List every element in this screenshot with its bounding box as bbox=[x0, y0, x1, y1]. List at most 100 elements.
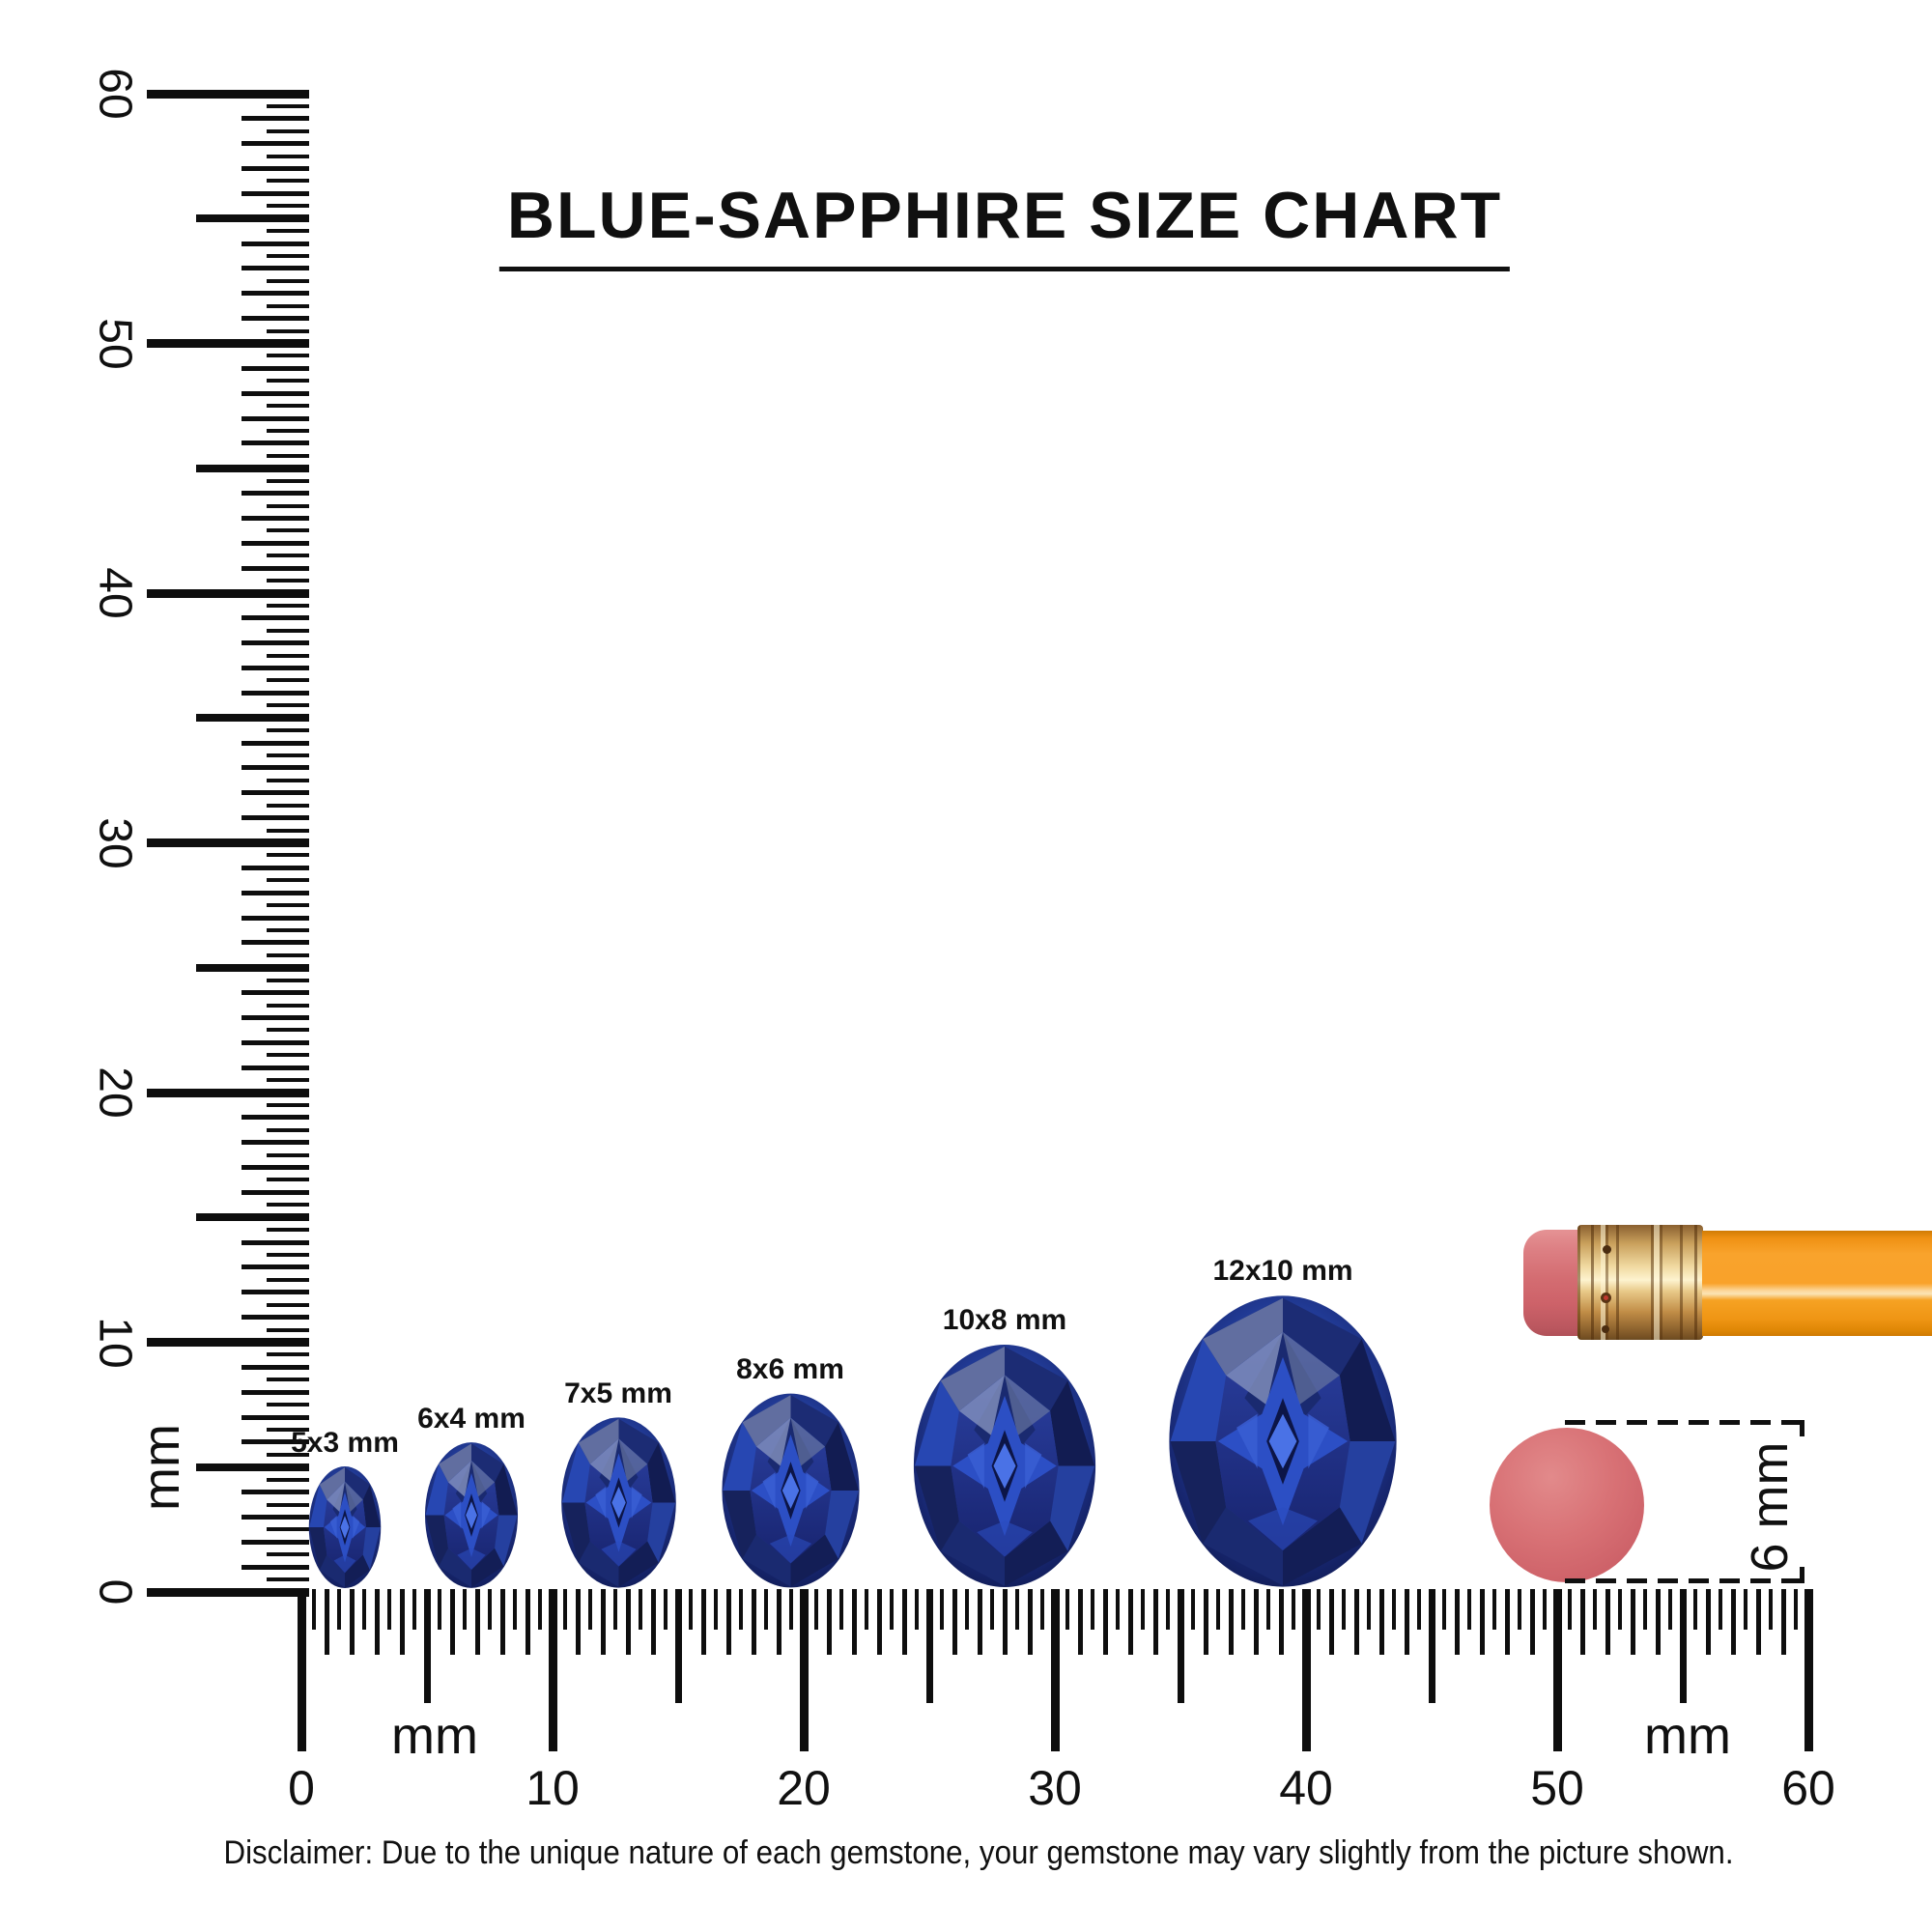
ruler-tick bbox=[267, 1452, 309, 1457]
ruler-tick bbox=[267, 1502, 309, 1507]
ruler-tick bbox=[1679, 1589, 1687, 1703]
ruler-tick bbox=[1794, 1589, 1798, 1630]
ruler-tick bbox=[1216, 1589, 1220, 1630]
dimension-end-tick bbox=[1800, 1567, 1804, 1583]
ruler-tick bbox=[1241, 1589, 1245, 1630]
sapphire-oval-icon bbox=[424, 1442, 519, 1588]
ruler-tick bbox=[242, 1564, 309, 1570]
ruler-tick bbox=[1392, 1589, 1396, 1630]
ruler-tick bbox=[147, 1587, 309, 1597]
ferrule-rivet-dot-icon bbox=[1604, 1295, 1608, 1300]
eraser-end-circle bbox=[1490, 1428, 1644, 1582]
ruler-tick bbox=[1177, 1589, 1184, 1703]
ruler-tick bbox=[242, 666, 309, 671]
ruler-tick bbox=[1228, 1589, 1234, 1655]
ruler-tick bbox=[242, 1389, 309, 1395]
ruler-tick bbox=[1152, 1589, 1158, 1655]
ruler-tick bbox=[1127, 1589, 1133, 1655]
ruler-tick bbox=[196, 963, 309, 972]
ruler-tick bbox=[242, 1315, 309, 1321]
ruler-tick bbox=[267, 1102, 309, 1107]
ruler-tick bbox=[196, 714, 309, 723]
ruler-tick bbox=[1278, 1589, 1284, 1655]
ruler-tick bbox=[1428, 1589, 1435, 1703]
ruler-tick bbox=[1630, 1589, 1635, 1655]
horizontal-ruler-number: 30 bbox=[1028, 1761, 1082, 1815]
vertical-ruler-number: 20 bbox=[89, 1066, 141, 1119]
ruler-tick bbox=[196, 1463, 309, 1471]
sapphire-gem-12x10mm bbox=[1167, 1293, 1399, 1589]
sapphire-oval-icon bbox=[308, 1465, 382, 1589]
ruler-tick bbox=[267, 1527, 309, 1532]
ruler-tick bbox=[362, 1589, 366, 1630]
ruler-tick bbox=[563, 1589, 567, 1630]
horizontal-ruler-number: 60 bbox=[1781, 1761, 1835, 1815]
ruler-tick bbox=[242, 540, 309, 546]
ruler-tick bbox=[267, 1028, 309, 1033]
ruler-tick bbox=[1442, 1589, 1446, 1630]
ruler-tick bbox=[625, 1589, 631, 1655]
ruler-tick bbox=[1027, 1589, 1033, 1655]
ruler-tick bbox=[267, 379, 309, 384]
ruler-tick bbox=[267, 1427, 309, 1432]
ruler-tick bbox=[267, 778, 309, 782]
ruler-tick bbox=[725, 1589, 731, 1655]
vertical-ruler-number: 30 bbox=[89, 816, 141, 869]
ruler-tick bbox=[196, 464, 309, 472]
ruler-tick bbox=[267, 803, 309, 808]
ruler-tick bbox=[1141, 1589, 1145, 1630]
ruler-tick bbox=[242, 1189, 309, 1195]
ruler-tick bbox=[267, 478, 309, 483]
ruler-tick bbox=[267, 128, 309, 133]
ruler-tick bbox=[1668, 1589, 1672, 1630]
ruler-tick bbox=[613, 1589, 617, 1630]
ruler-tick bbox=[242, 515, 309, 521]
ruler-tick bbox=[267, 1228, 309, 1233]
ruler-tick bbox=[890, 1589, 894, 1630]
ruler-tick bbox=[242, 765, 309, 771]
ruler-tick bbox=[1579, 1589, 1585, 1655]
horizontal-ruler-unit-label-right: mm bbox=[1644, 1707, 1731, 1765]
dimension-line-bottom bbox=[1565, 1578, 1804, 1583]
dimension-line-top bbox=[1565, 1420, 1804, 1425]
ruler-tick bbox=[739, 1589, 743, 1630]
ruler-tick bbox=[901, 1589, 907, 1655]
ruler-tick bbox=[147, 588, 309, 598]
ruler-tick bbox=[548, 1589, 557, 1751]
ruler-tick bbox=[242, 116, 309, 122]
ruler-tick bbox=[1705, 1589, 1711, 1655]
ruler-tick bbox=[242, 940, 309, 946]
ruler-tick bbox=[839, 1589, 843, 1630]
gem-size-label: 8x6 mm bbox=[736, 1353, 844, 1385]
ruler-tick bbox=[1328, 1589, 1334, 1655]
horizontal-ruler-number: 0 bbox=[288, 1761, 315, 1815]
ruler-tick bbox=[525, 1589, 530, 1655]
ruler-tick bbox=[242, 1115, 309, 1121]
vertical-ruler-number: 40 bbox=[89, 567, 141, 619]
ruler-tick bbox=[242, 990, 309, 996]
ruler-tick bbox=[267, 254, 309, 259]
gem-size-label: 10x8 mm bbox=[942, 1304, 1067, 1336]
ruler-tick bbox=[242, 740, 309, 746]
ruler-tick bbox=[1730, 1589, 1736, 1655]
ruler-tick bbox=[600, 1589, 606, 1655]
ruler-tick bbox=[267, 1552, 309, 1557]
ruler-tick bbox=[267, 853, 309, 858]
ruler-tick bbox=[714, 1589, 718, 1630]
vertical-ruler-number: 60 bbox=[89, 68, 141, 120]
ruler-tick bbox=[1102, 1589, 1108, 1655]
ruler-tick bbox=[267, 204, 309, 209]
ruler-tick bbox=[412, 1589, 416, 1630]
ruler-tick bbox=[349, 1589, 355, 1655]
pencil-body bbox=[1702, 1231, 1932, 1336]
ruler-tick bbox=[267, 1152, 309, 1157]
ruler-tick bbox=[1417, 1589, 1421, 1630]
ruler-tick bbox=[1744, 1589, 1747, 1630]
ruler-tick bbox=[764, 1589, 768, 1630]
horizontal-ruler-number: 50 bbox=[1530, 1761, 1584, 1815]
ruler-tick bbox=[399, 1589, 405, 1655]
sapphire-gem-6x4mm bbox=[424, 1441, 519, 1589]
ruler-tick bbox=[1804, 1589, 1813, 1751]
ruler-tick bbox=[1755, 1589, 1761, 1655]
ruler-tick bbox=[242, 640, 309, 646]
